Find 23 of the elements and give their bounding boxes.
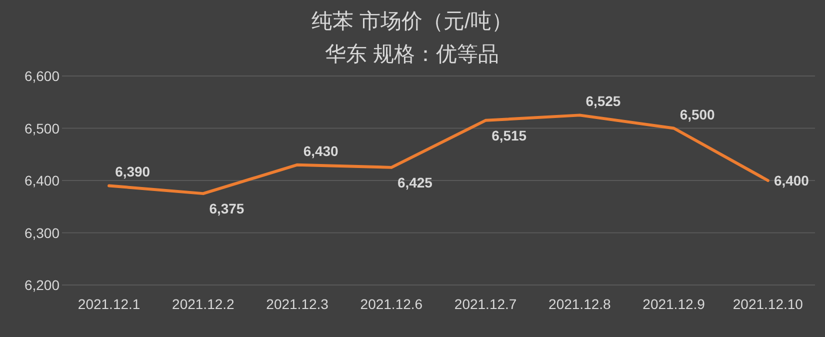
x-tick-label: 2021.12.9: [642, 296, 706, 312]
data-label: 6,515: [492, 127, 527, 144]
x-tick-label: 2021.12.7: [454, 296, 517, 312]
x-tick-label: 2021.12.1: [78, 296, 140, 312]
y-tick-label: 6,500: [24, 120, 60, 136]
x-tick-label: 2021.12.6: [360, 296, 423, 312]
x-tick-label: 2021.12.8: [548, 296, 612, 312]
data-label: 6,500: [680, 106, 716, 122]
x-tick-label: 2021.12.2: [172, 296, 235, 312]
y-tick-label: 6,400: [24, 172, 60, 188]
data-label: 6,525: [586, 93, 621, 110]
chart-subtitle: 华东 规格：优等品: [325, 43, 499, 66]
data-label: 6,375: [209, 200, 244, 217]
x-tick-label: 2021.12.3: [266, 296, 329, 312]
chart-title: 纯苯 市场价（元/吨）: [312, 10, 512, 33]
y-tick-label: 6,200: [24, 277, 60, 293]
data-label: 6,425: [397, 174, 433, 190]
x-tick-label: 2021.12.10: [732, 296, 804, 312]
data-label: 6,430: [303, 142, 339, 159]
data-label: 6,390: [115, 164, 150, 180]
y-tick-label: 6,300: [24, 224, 60, 241]
y-tick-label: 6,600: [24, 68, 60, 84]
data-label: 6,400: [774, 172, 810, 188]
